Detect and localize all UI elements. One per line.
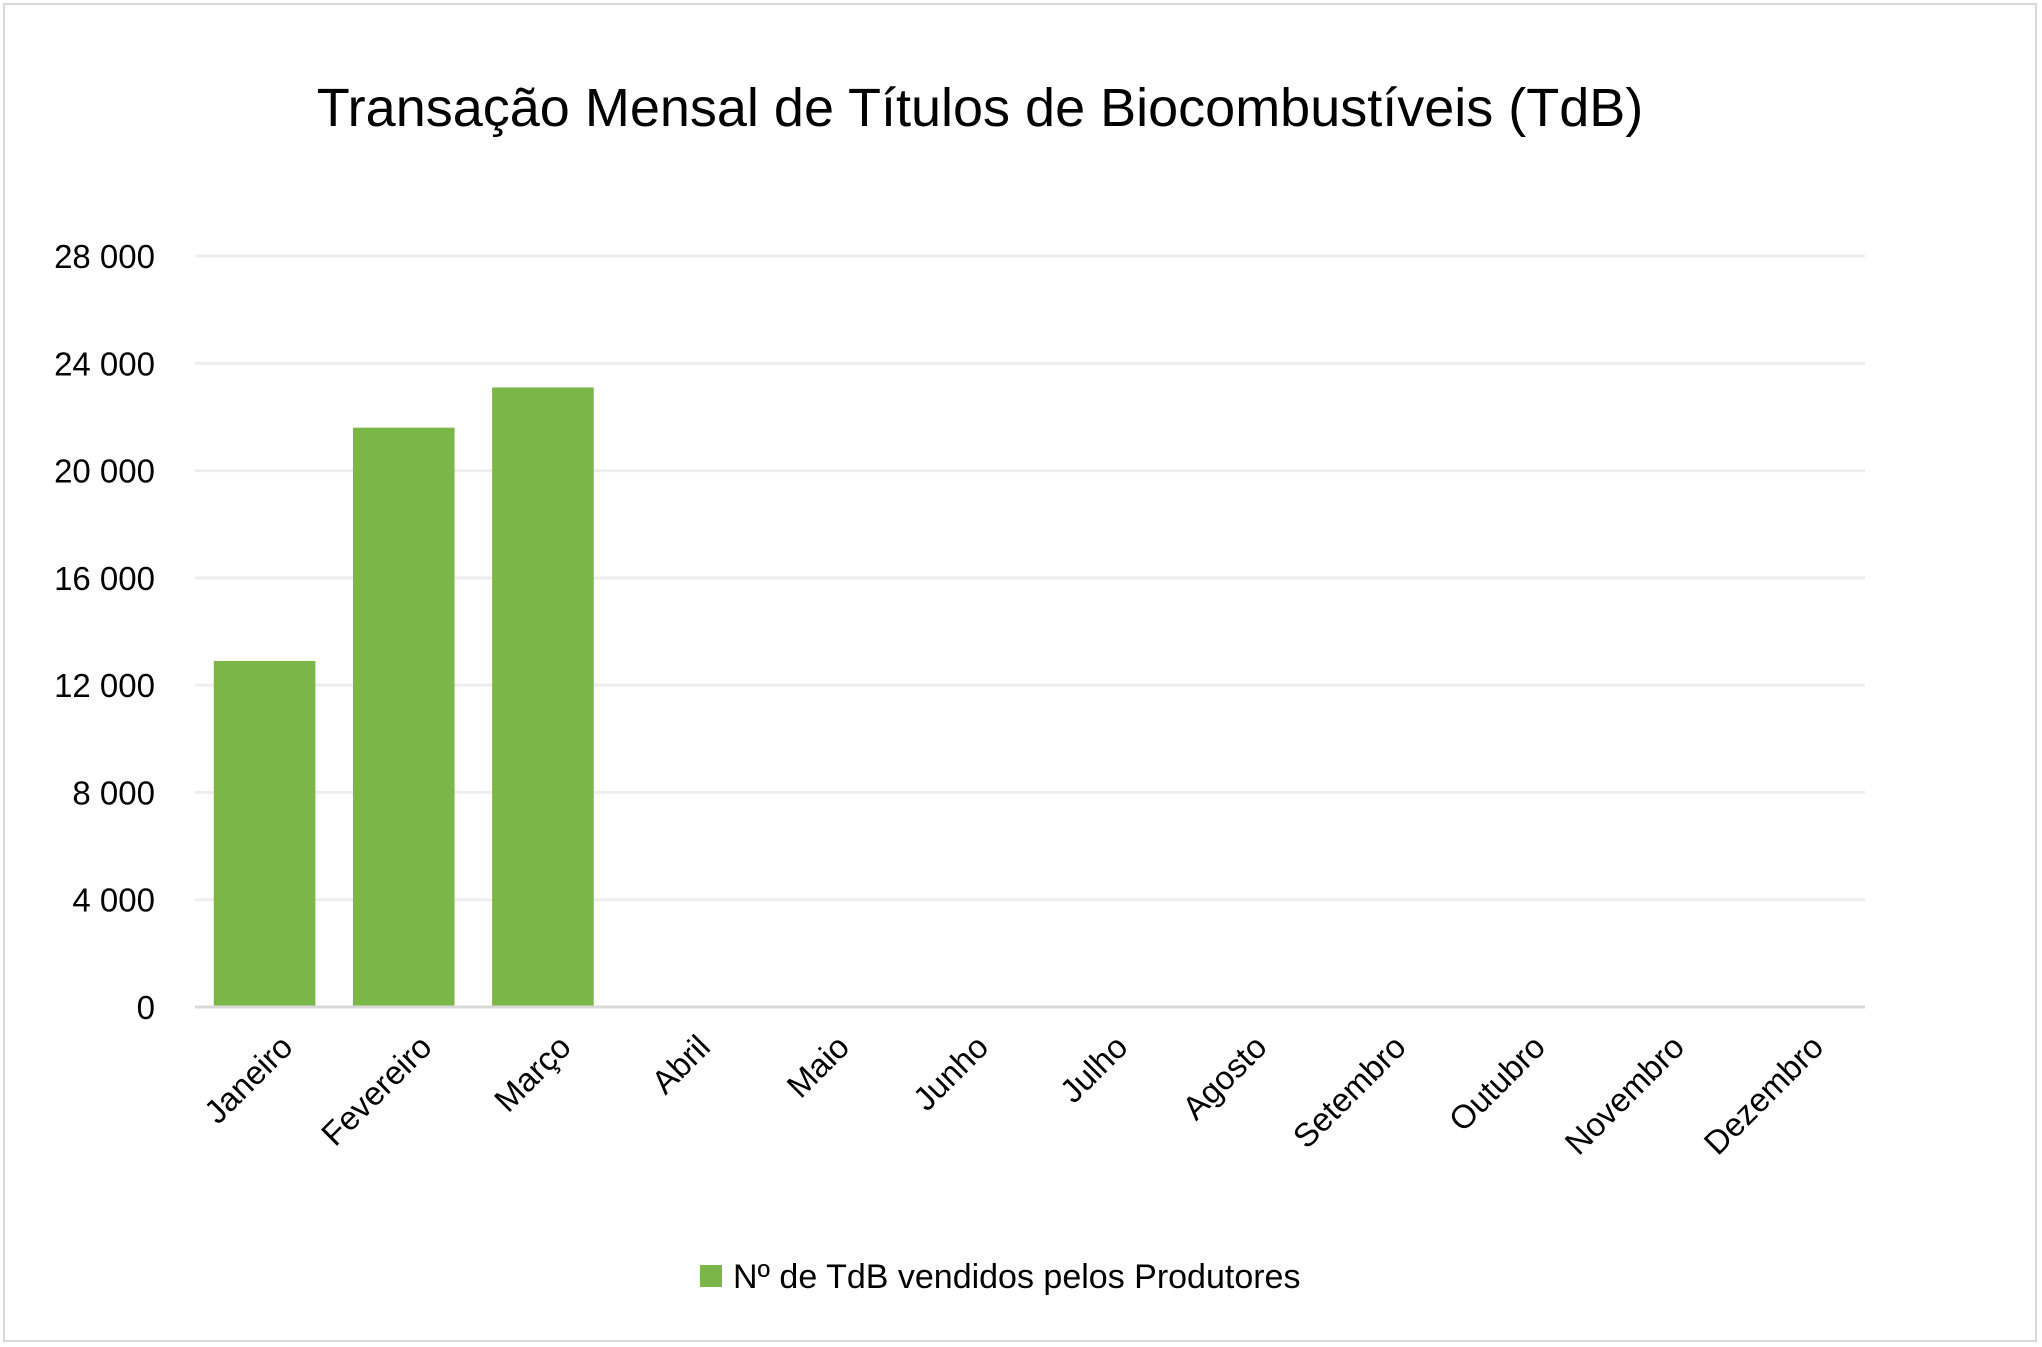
x-axis-ticks: Janeiro Fevereiro Março Abril Maio Junho Julho…	[197, 1028, 1831, 1162]
chart-frame	[3, 3, 2037, 1342]
x-tick-label: Julho	[1053, 1028, 1135, 1110]
x-tick-label: Junho	[906, 1028, 996, 1118]
y-tick-label: 12 000	[54, 667, 155, 704]
gridlines	[195, 254, 1865, 902]
x-tick-label: Março	[487, 1028, 578, 1119]
bar-janeiro	[213, 661, 316, 1007]
x-tick-label: Fevereiro	[314, 1028, 439, 1153]
y-tick-label: 8 000	[72, 774, 155, 811]
y-tick-label: 24 000	[54, 345, 155, 382]
legend-label: Nº de TdB vendidos pelos Produtores	[733, 1258, 1300, 1296]
x-tick-label: Outubro	[1442, 1028, 1552, 1138]
y-tick-label: 20 000	[54, 453, 155, 490]
x-tick-label: Maio	[779, 1028, 856, 1105]
x-tick-label: Setembro	[1286, 1028, 1413, 1155]
y-tick-label: 4 000	[72, 882, 155, 919]
y-tick-label: 28 000	[54, 238, 155, 275]
x-tick-label: Agosto	[1175, 1028, 1274, 1127]
bars	[213, 387, 594, 1008]
chart-title: Transação Mensal de Títulos de Biocombus…	[317, 78, 1644, 138]
y-tick-label: 0	[137, 989, 155, 1026]
x-tick-label: Novembro	[1557, 1028, 1691, 1162]
x-tick-label: Abril	[644, 1028, 717, 1101]
bar-março	[492, 387, 594, 1007]
legend-swatch	[700, 1265, 722, 1287]
x-tick-label: Janeiro	[197, 1028, 300, 1131]
y-axis-ticks: 0 4 000 8 000 12 000 16 000 20 000 24 000 28 00…	[54, 238, 155, 1026]
bar-fevereiro	[352, 427, 455, 1008]
x-tick-label: Dezembro	[1697, 1028, 1831, 1162]
legend: Nº de TdB vendidos pelos Produtores	[700, 1258, 1300, 1296]
y-tick-label: 16 000	[54, 560, 155, 597]
